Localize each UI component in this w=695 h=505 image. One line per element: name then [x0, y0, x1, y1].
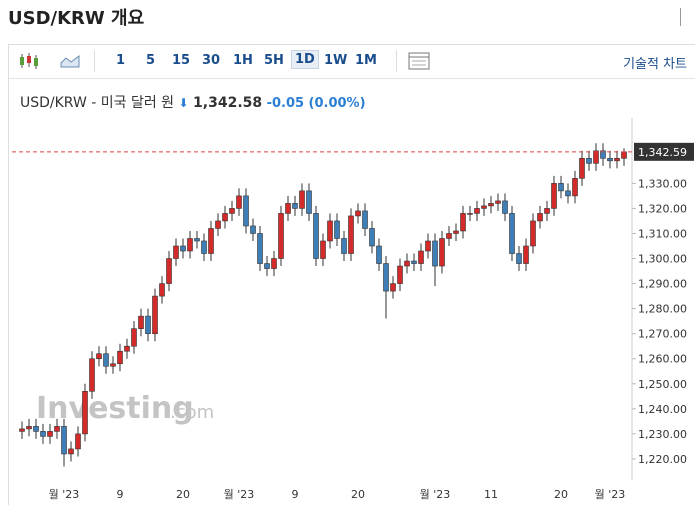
interval-button[interactable]: 5H: [264, 53, 284, 68]
separator: [396, 50, 397, 72]
instrument: USD/KRW - 미국 달러 원: [20, 95, 175, 111]
tech-chart-link[interactable]: 기술적 차트: [623, 57, 687, 72]
instrument-line: USD/KRW - 미국 달러 원 ⬇ 1,342.58 -0.05 (0.00…: [20, 92, 366, 112]
interval-button[interactable]: 15: [172, 53, 191, 68]
interval-button[interactable]: 5: [146, 53, 156, 68]
price: 1,342.58: [193, 95, 263, 111]
interval-button[interactable]: 1D: [291, 50, 319, 69]
interval-button[interactable]: 30: [202, 53, 221, 68]
menu-icon[interactable]: [680, 8, 691, 26]
change: -0.05: [266, 96, 305, 111]
page-title: USD/KRW 개요: [8, 8, 145, 29]
change-pct: (0.00%): [308, 96, 366, 111]
interval-button[interactable]: 1M: [355, 53, 377, 68]
down-arrow: ⬇: [178, 96, 189, 110]
candle-icon[interactable]: [18, 52, 40, 70]
interval-button[interactable]: 1: [116, 53, 126, 68]
interval-button[interactable]: 1W: [324, 53, 348, 68]
chart-frame: [8, 44, 695, 505]
separator: [94, 50, 95, 72]
indicator-icon[interactable]: [408, 52, 430, 70]
toolbar: 기술적 차트 1 5 15 30 1H 5H 1D 1W 1M: [8, 44, 695, 79]
area-icon[interactable]: [60, 54, 80, 68]
interval-button[interactable]: 1H: [233, 53, 253, 68]
